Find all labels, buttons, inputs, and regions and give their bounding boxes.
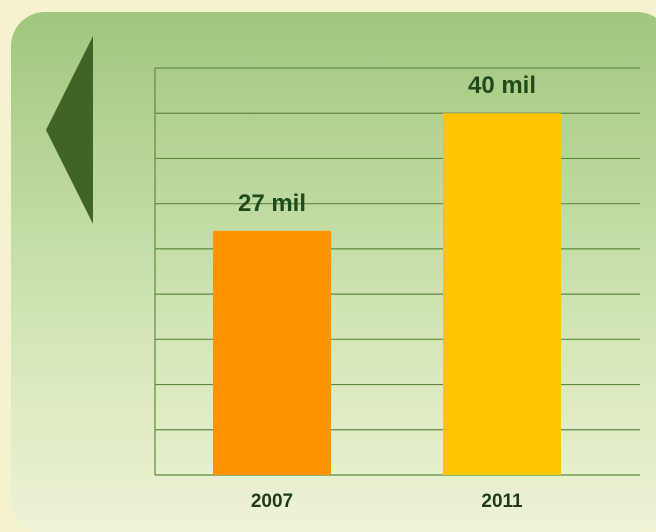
bar-2007 <box>213 230 331 475</box>
x-tick-label-2011: 2011 <box>481 491 523 512</box>
bar-2011 <box>443 113 561 475</box>
chart-bars <box>213 113 561 475</box>
bar-chart: 27 mil 40 mil 2007 2011 <box>154 67 640 512</box>
x-tick-label-2007: 2007 <box>251 491 293 512</box>
bar-value-label-2011: 40 mil <box>468 72 536 99</box>
bar-value-label-2007: 27 mil <box>238 190 306 217</box>
chart-labels: 27 mil 40 mil 2007 2011 <box>238 72 536 512</box>
back-arrow-icon[interactable] <box>46 36 93 224</box>
